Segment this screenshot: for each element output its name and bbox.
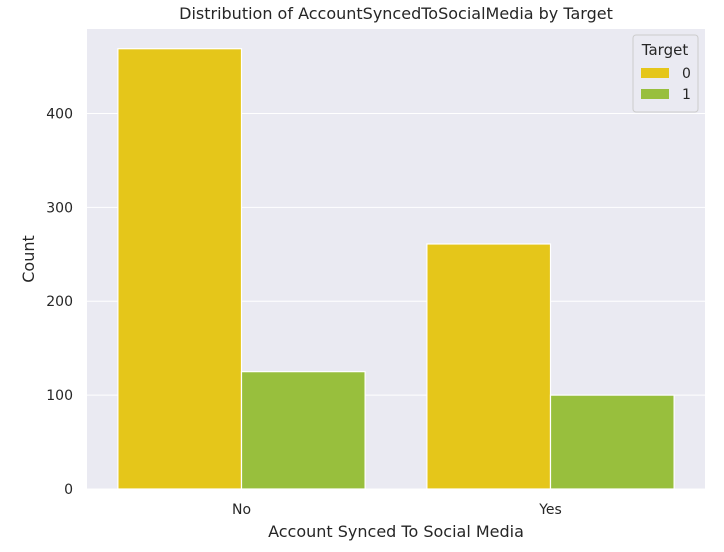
legend-swatch (641, 68, 669, 78)
x-tick-labels: No Yes (232, 502, 562, 518)
legend-swatch (641, 89, 669, 99)
x-tick-label: Yes (538, 502, 562, 518)
legend: Target 0 1 (632, 34, 699, 113)
bar-target-1-yes (549, 394, 675, 490)
y-tick-label: 300 (46, 200, 73, 216)
x-axis-label: Account Synced To Social Media (268, 522, 524, 541)
y-axis-label: Count (19, 235, 38, 283)
y-tick-label: 100 (46, 388, 73, 404)
bar-target-0-no (117, 48, 243, 490)
y-tick-label: 200 (46, 294, 73, 310)
y-tick-label: 0 (64, 482, 73, 498)
legend-label: 0 (682, 66, 691, 82)
chart-title: Distribution of AccountSyncedToSocialMed… (179, 4, 613, 23)
bar-target-1-no (240, 371, 366, 490)
bar-target-0-yes (426, 243, 552, 490)
bars (117, 48, 675, 490)
legend-label: 1 (682, 87, 691, 103)
legend-title: Target (641, 41, 689, 59)
y-tick-label: 400 (46, 106, 73, 122)
y-tick-labels: 0 100 200 300 400 (46, 106, 73, 498)
x-tick-label: No (232, 502, 251, 518)
